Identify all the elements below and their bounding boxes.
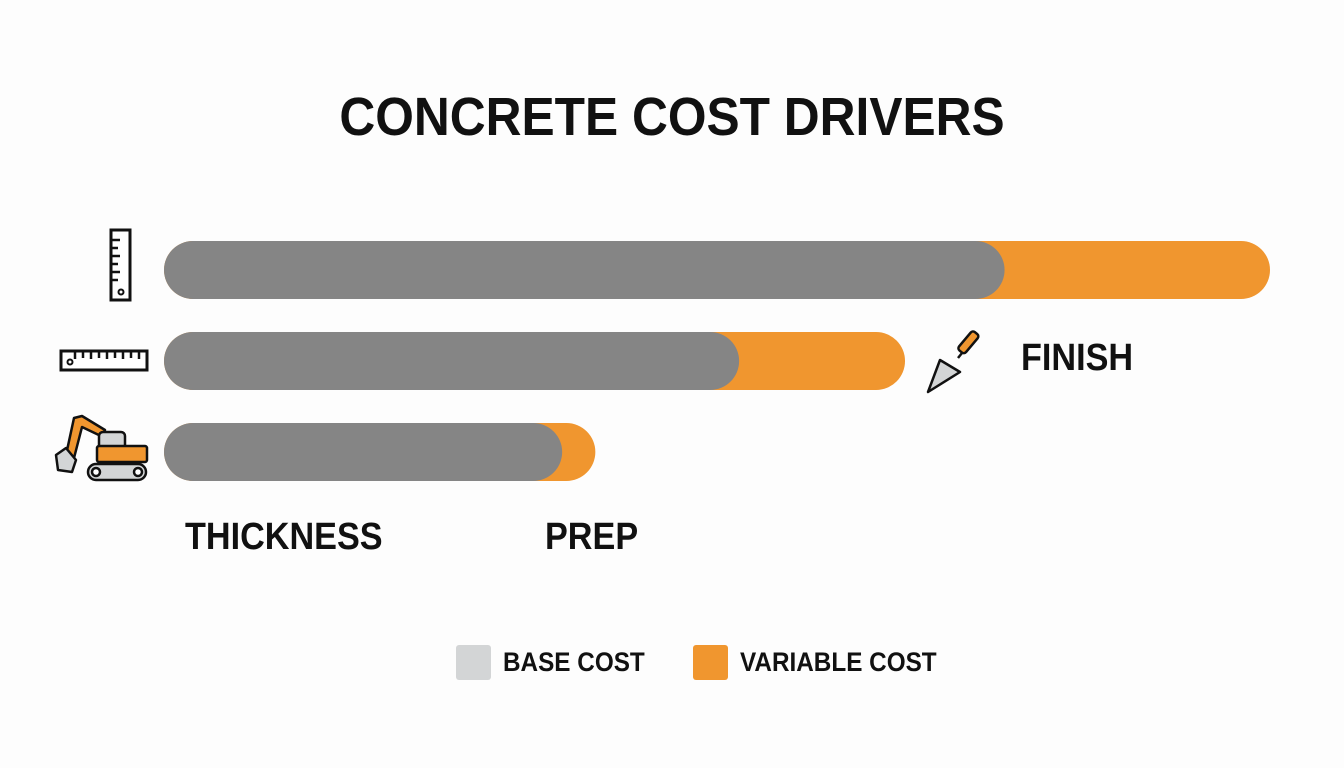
horizontal-ruler-icon: [59, 349, 149, 372]
legend-item-variable: VARIABLE COST: [692, 645, 959, 680]
legend-item-base: BASE COST: [456, 645, 661, 680]
vertical-ruler-icon: [109, 228, 132, 302]
bar-base-prep: [164, 423, 563, 481]
category-label-finish: FINISH: [1021, 337, 1134, 379]
legend: BASE COST VARIABLE COST: [456, 645, 990, 680]
bar-base-thickness: [164, 241, 1005, 299]
legend-label-variable: VARIABLE COST: [739, 647, 937, 677]
legend-swatch-variable: [692, 645, 728, 680]
legend-swatch-base: [456, 645, 491, 680]
category-label-thickness: THICKNESS: [185, 516, 383, 558]
category-label-prep: PREP: [545, 516, 639, 558]
trowel-icon: [926, 330, 980, 394]
excavator-icon: [54, 414, 149, 482]
legend-label-base: BASE COST: [503, 647, 645, 677]
chart-title: CONCRETE COST DRIVERS: [339, 87, 1005, 147]
bar-base-finish: [164, 332, 740, 390]
